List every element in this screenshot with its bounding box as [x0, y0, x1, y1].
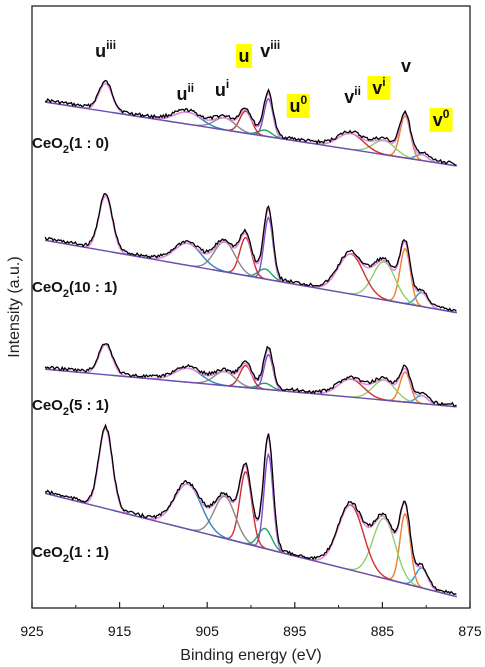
sample-label: CeO2(5 : 1) — [32, 397, 109, 418]
component-peak-uiii — [67, 195, 143, 259]
experimental-spectrum — [44, 192, 457, 312]
component-peak-ui — [165, 241, 283, 283]
peak-label-text: ui — [215, 77, 229, 100]
peak-label-v: v — [401, 56, 411, 76]
component-peak-viii — [243, 452, 294, 557]
highlight-box — [235, 44, 252, 68]
peak-label-text: vii — [344, 84, 361, 107]
x-tick-label: 895 — [283, 623, 307, 639]
highlight-box — [286, 94, 310, 118]
peak-label-v0: v0 — [429, 107, 453, 132]
x-tick-label: 905 — [196, 623, 220, 639]
peak-label-ui: ui — [215, 77, 229, 100]
fit-envelopes — [44, 82, 457, 598]
peak-label-vii: vii — [344, 84, 361, 107]
peak-label-u0: u0 — [286, 93, 310, 118]
component-peaks — [67, 82, 456, 597]
peak-label-text: uii — [176, 81, 194, 104]
background-lines — [44, 101, 458, 598]
sample-labels: CeO2(1 : 0) CeO2(10 : 1) CeO2(5 : 1) CeO2(1… — [32, 135, 117, 565]
x-axis-title: Binding energy (eV) — [180, 647, 321, 664]
component-peak-vi — [320, 261, 448, 312]
x-tick-label: 885 — [371, 623, 395, 639]
experimental-spectrum — [44, 343, 457, 407]
x-tick-label: 915 — [108, 623, 132, 639]
component-peak-v — [375, 512, 434, 592]
y-axis-title: Intensity (a.u.) — [6, 256, 23, 357]
x-tick-label: 875 — [458, 623, 482, 639]
component-peak-vii — [279, 132, 422, 162]
peak-label-uii: uii — [176, 81, 194, 104]
sample-label: CeO2(1 : 1) — [32, 544, 109, 565]
sample-label: CeO2(10 : 1) — [32, 279, 117, 300]
component-peak-vi — [320, 517, 448, 595]
peak-label-text: v — [401, 56, 411, 76]
experimental-spectrum — [44, 79, 457, 166]
background-line — [44, 492, 458, 598]
highlight-box — [429, 108, 453, 132]
peak-label-text: u — [238, 46, 249, 66]
background-line — [45, 101, 457, 167]
x-axis: 925 915 905 895 885 875 — [20, 602, 482, 639]
peak-labels: uiii uii uiu viii u0 vii viv v0 — [95, 38, 453, 132]
peak-label-vi: vi — [367, 75, 391, 100]
peak-label-text: u0 — [289, 93, 307, 116]
x-tick-label: 925 — [20, 623, 44, 639]
experimental-spectrum — [44, 423, 457, 595]
peak-label-text: v0 — [433, 107, 450, 130]
experimental-spectra — [44, 79, 457, 595]
component-peak-u — [211, 471, 280, 553]
peak-label-text: uiii — [95, 38, 116, 61]
peak-label-viii: viii — [260, 38, 280, 61]
background-line — [45, 239, 457, 314]
peak-label-uiii: uiii — [95, 38, 116, 61]
background-line — [45, 368, 457, 408]
fit-envelope — [45, 82, 457, 167]
peak-label-text: viii — [260, 38, 280, 61]
component-peak-vii — [279, 253, 422, 308]
component-peak-uiii — [67, 427, 143, 519]
peak-label-text: vi — [372, 75, 385, 98]
sample-label: CeO2(1 : 0) — [32, 135, 109, 156]
peak-label-u: u — [235, 44, 252, 68]
component-peak-uiii — [67, 344, 143, 379]
component-peak-ui — [165, 495, 283, 554]
highlight-box — [367, 76, 391, 100]
